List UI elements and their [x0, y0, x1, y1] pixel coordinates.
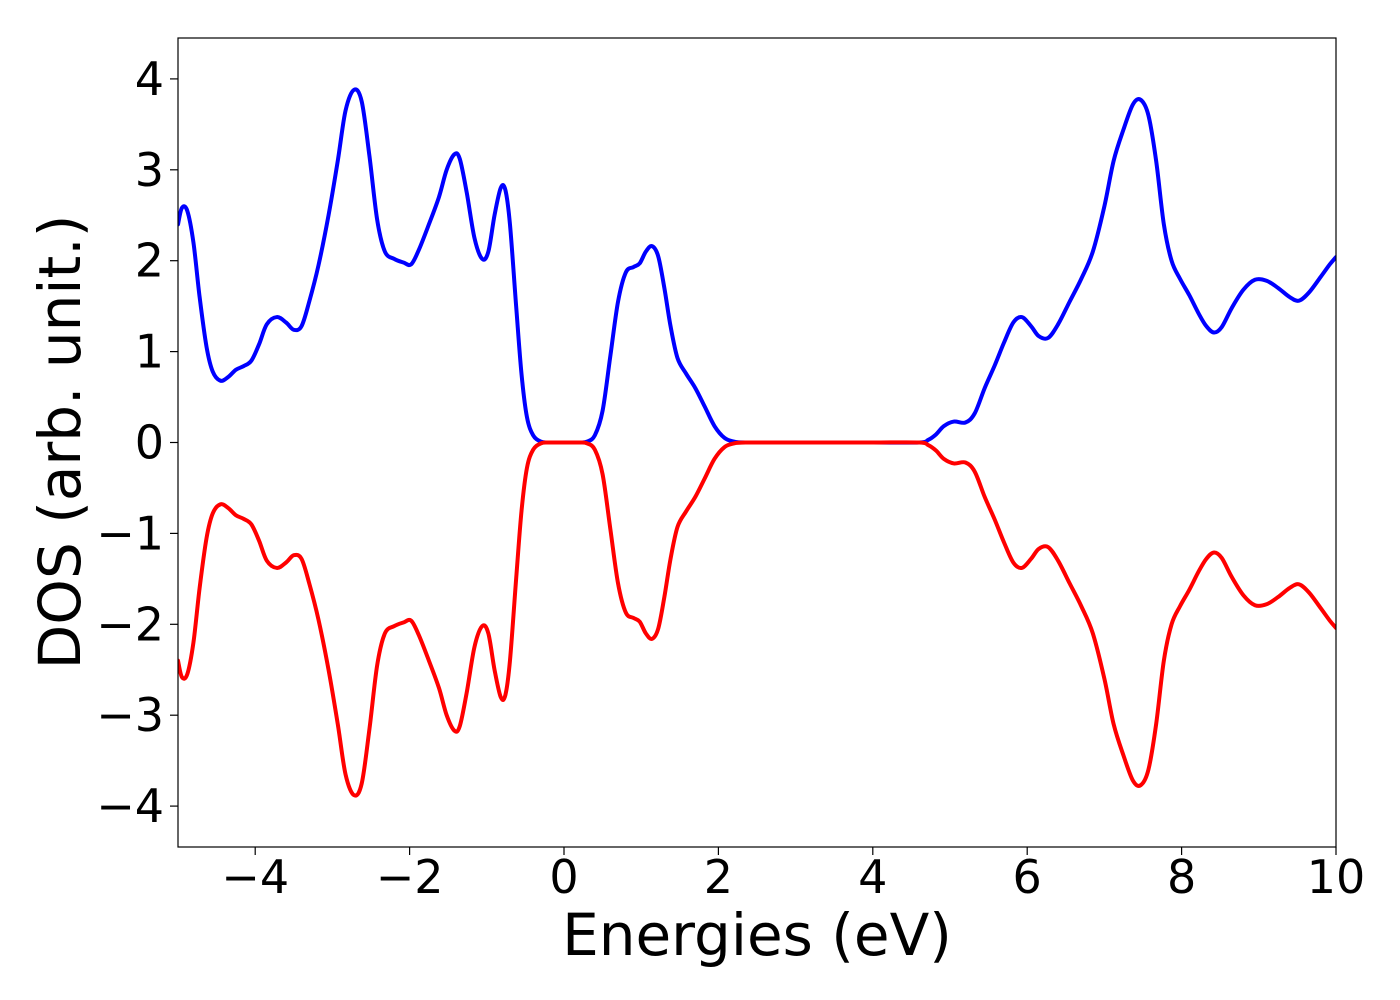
x-tick-label: 10	[1307, 850, 1366, 904]
y-tick-label: 3	[135, 143, 164, 197]
y-tick-label: 0	[135, 416, 164, 470]
y-tick-label: −2	[96, 597, 164, 651]
y-tick-label: −4	[96, 779, 164, 833]
y-tick-label: 2	[135, 234, 164, 288]
y-tick-label: 4	[135, 52, 164, 106]
x-axis: −4 −2 0 2 4 6 8 10	[221, 847, 1365, 904]
y-axis-label: DOS (arb. unit.)	[26, 215, 94, 670]
x-tick-label: 6	[1013, 850, 1042, 904]
series-line-1	[178, 87, 1336, 445]
x-tick-label: 8	[1167, 850, 1196, 904]
y-tick-label: 1	[135, 325, 164, 379]
y-tick-label: −3	[96, 688, 164, 742]
x-tick-label: 2	[704, 850, 733, 904]
series-layer	[178, 87, 1336, 798]
y-axis: 4 3 2 1 0 −1 −2 −3 −4	[96, 52, 178, 833]
x-axis-label: Energies (eV)	[562, 901, 952, 969]
x-tick-label: 0	[549, 850, 578, 904]
y-tick-label: −1	[96, 506, 164, 560]
x-tick-label: −2	[376, 850, 444, 904]
x-tick-label: 4	[858, 850, 887, 904]
x-tick-label: −4	[221, 850, 289, 904]
series-line-2	[178, 440, 1336, 798]
